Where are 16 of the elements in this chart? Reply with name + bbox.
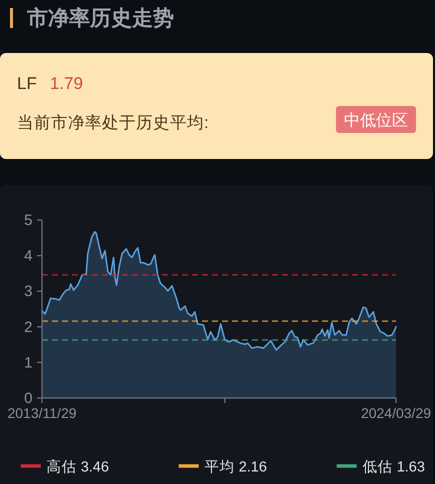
legend-label: 低估 1.63 <box>362 460 425 476</box>
text: 1.79 <box>50 74 83 93</box>
legend-label: 平均 2.16 <box>204 458 267 476</box>
legend-label: 高估 3.46 <box>46 458 109 476</box>
x-tick-label: 2024/03/29 <box>360 405 432 421</box>
text: LF <box>17 74 37 93</box>
y-tick-label: 1 <box>24 354 32 372</box>
y-tick-label: 4 <box>24 248 32 265</box>
y-tick-label: 3 <box>24 283 32 300</box>
text: 当前市净率处于历史平均: <box>17 113 209 132</box>
y-tick-label: 2 <box>24 318 32 336</box>
text: 中低位区 <box>344 112 408 130</box>
y-tick-label: 5 <box>24 212 32 229</box>
x-tick-label: 2013/11/29 <box>7 405 77 421</box>
y-tick-label: 0 <box>24 390 32 407</box>
chart-title: 市净率历史走势 <box>26 6 174 30</box>
